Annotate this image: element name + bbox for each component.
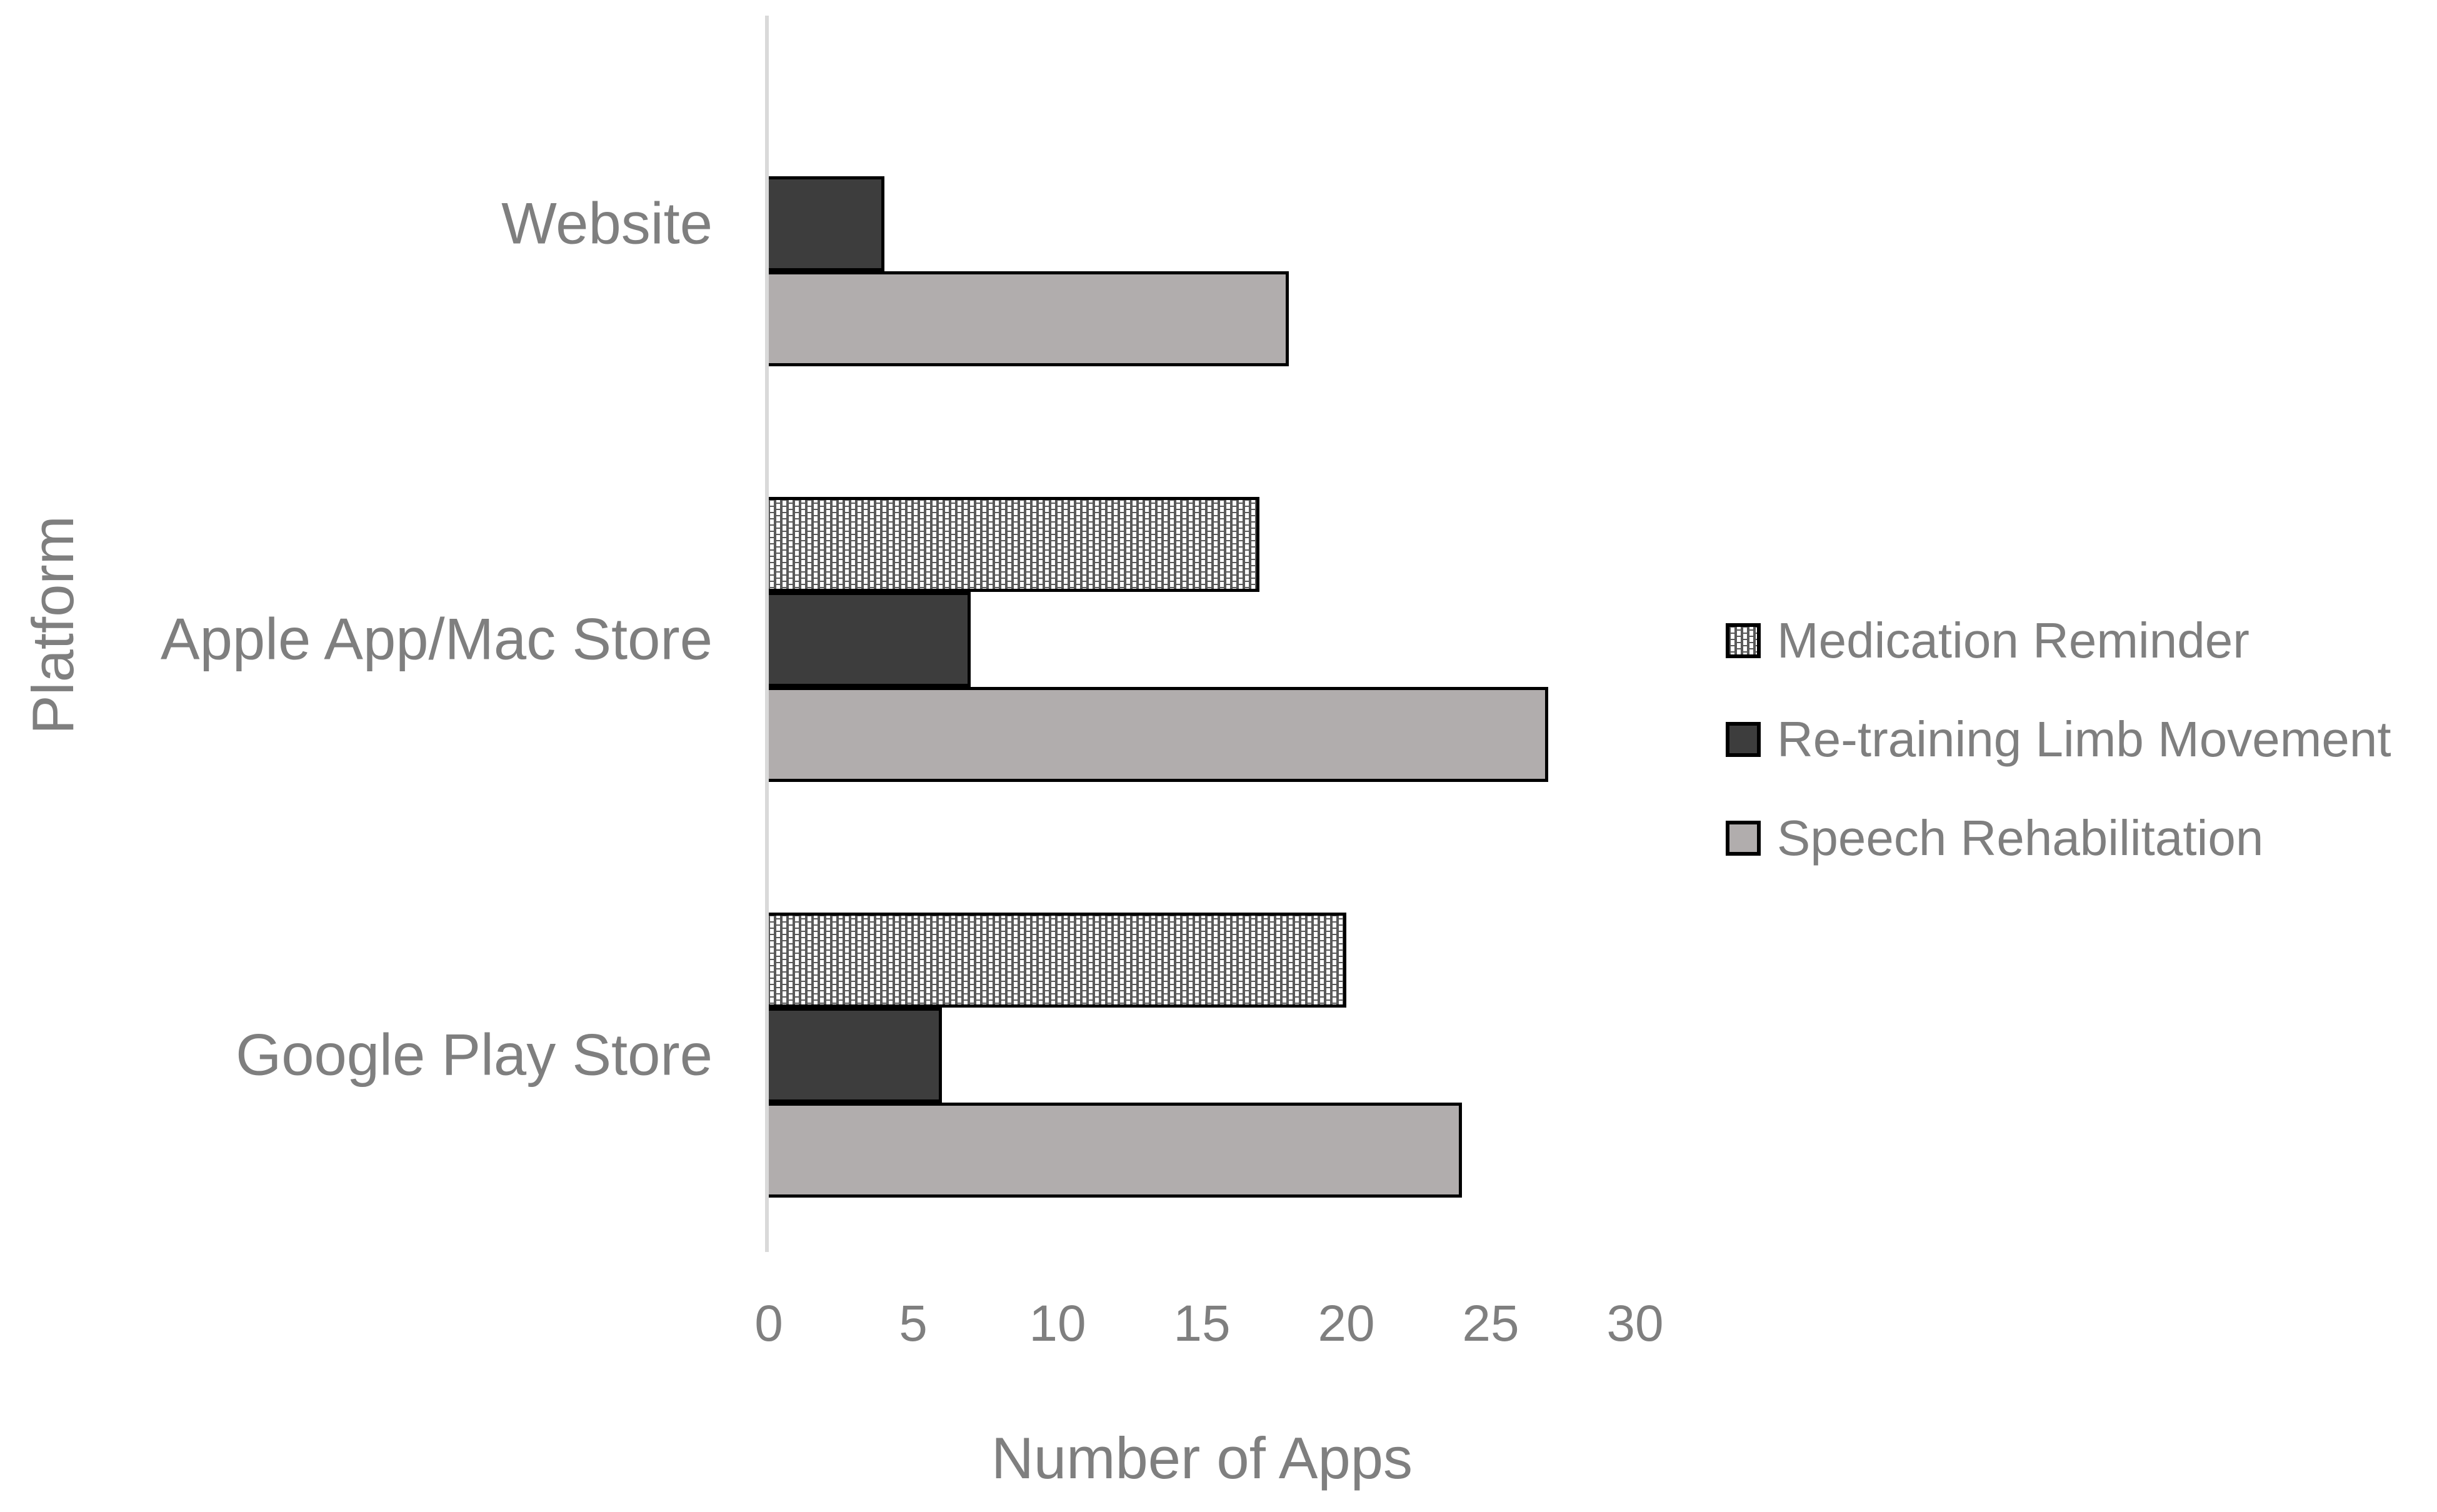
legend-item-speech-rehabilitation: Speech Rehabilitation (1726, 811, 2263, 866)
dotted-pattern-fill (769, 499, 1257, 589)
x-axis-tick-label-25: 25 (1462, 1295, 1519, 1352)
y-axis-line (765, 16, 769, 1252)
x-axis-tick-label-15: 15 (1173, 1295, 1231, 1352)
bar-apple-app-mac-store-re-training-limb-movement (769, 591, 971, 687)
y-axis-title: Platform (20, 516, 86, 734)
bar-google-play-store-re-training-limb-movement (769, 1007, 943, 1103)
x-axis-tick-label-30: 30 (1606, 1295, 1664, 1352)
category-label-google-play-store: Google Play Store (236, 1021, 713, 1088)
bar-website-re-training-limb-movement (769, 176, 884, 271)
x-axis-tick-label-0: 0 (754, 1295, 783, 1352)
category-label-website: Website (501, 190, 713, 256)
x-axis-tick-label-5: 5 (899, 1295, 928, 1352)
dotted-pattern-fill (769, 915, 1343, 1004)
legend-item-re-training-limb-movement: Re-training Limb Movement (1726, 712, 2391, 767)
bar-google-play-store-speech-rehabilitation (769, 1102, 1462, 1198)
bar-apple-app-mac-store-medication-reminder (769, 496, 1260, 592)
legend-label-medication-reminder: Medication Reminder (1777, 613, 2249, 668)
legend-swatch-re-training-limb-movement (1726, 722, 1761, 757)
x-axis-tick-label-10: 10 (1029, 1295, 1086, 1352)
bar-apple-app-mac-store-speech-rehabilitation (769, 686, 1549, 782)
legend-swatch-medication-reminder (1726, 623, 1761, 658)
dotted-pattern-fill (1729, 627, 1757, 654)
legend-label-speech-rehabilitation: Speech Rehabilitation (1777, 810, 2264, 866)
legend-item-medication-reminder: Medication Reminder (1726, 613, 2249, 668)
legend-label-re-training-limb-movement: Re-training Limb Movement (1777, 711, 2391, 767)
legend-swatch-speech-rehabilitation (1726, 821, 1761, 856)
x-axis-tick-label-20: 20 (1318, 1295, 1375, 1352)
bar-website-speech-rehabilitation (769, 271, 1289, 366)
bar-google-play-store-medication-reminder (769, 912, 1346, 1008)
category-label-apple-app-mac-store: Apple App/Mac Store (160, 606, 713, 672)
x-axis-title: Number of Apps (991, 1425, 1413, 1491)
